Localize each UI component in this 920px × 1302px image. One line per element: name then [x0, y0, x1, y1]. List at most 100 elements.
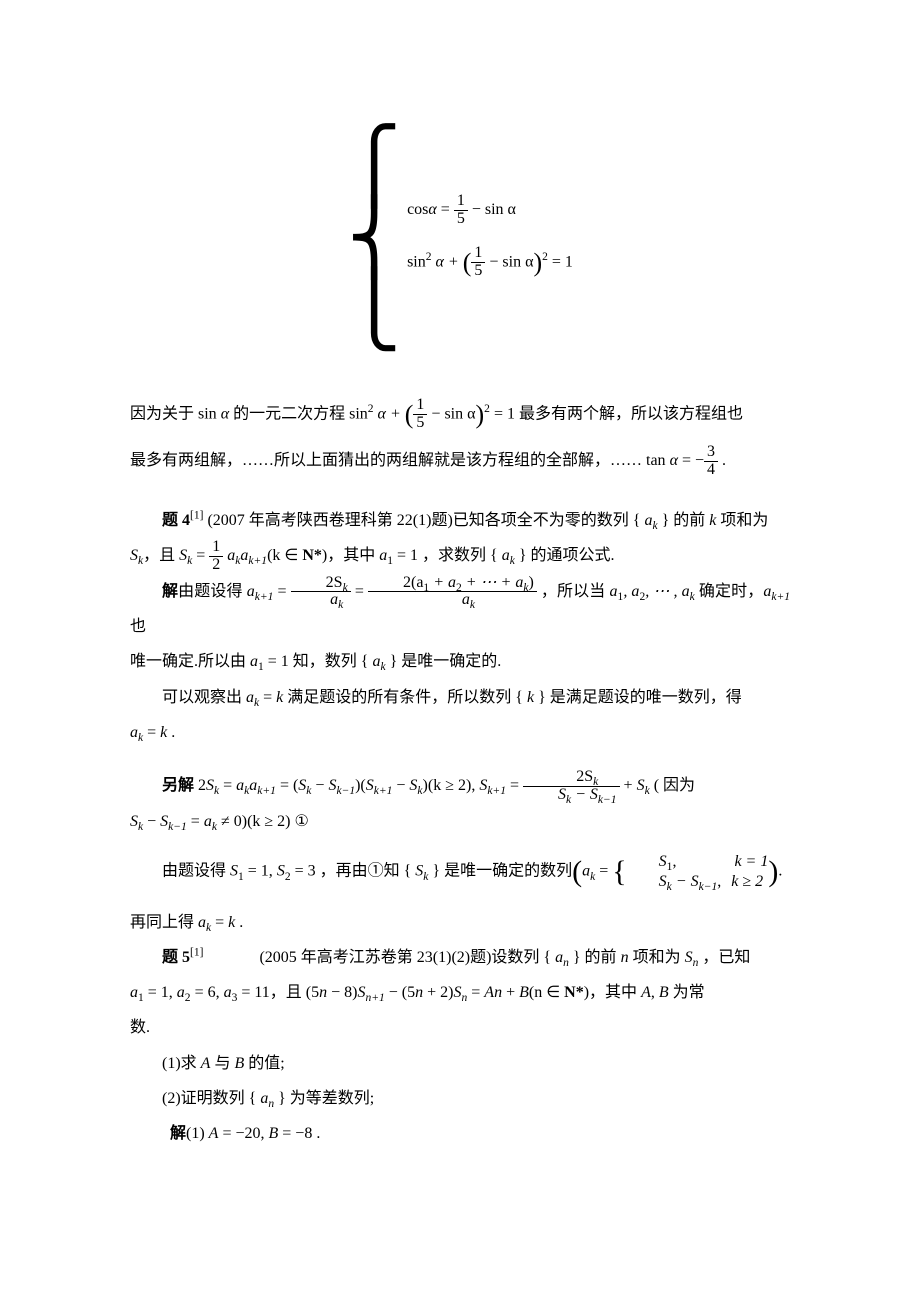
ak: a — [246, 689, 254, 706]
sk: S — [366, 777, 374, 794]
s2: S — [277, 862, 285, 879]
eq: = — [211, 914, 228, 931]
An: An — [484, 984, 502, 1001]
sub: k+1 — [374, 785, 393, 797]
text: 为常 — [669, 984, 705, 1001]
text: (n ∈ — [529, 984, 564, 1001]
sub: k−1 — [336, 785, 355, 797]
sub: k+1 — [255, 591, 274, 603]
solution-line2: 唯一确定.所以由 a1 = 1 知，数列 { ak } 是唯一确定的. — [130, 644, 790, 679]
alpha: α — [670, 452, 678, 469]
eq: = — [506, 777, 523, 794]
sk: S — [179, 547, 187, 564]
text: (1) — [186, 1125, 209, 1142]
B: B — [269, 1125, 279, 1142]
text: 与 — [210, 1055, 234, 1072]
alt-solution-line3: 由题设得 S1 = 1, S2 = 3 ，再由①知 { Sk } 是唯一确定的数… — [130, 839, 790, 905]
text: ，已知 — [698, 949, 750, 966]
an: a — [555, 949, 563, 966]
text: 数. — [130, 1019, 150, 1036]
text: (2005 年高考江苏卷第 23(1)(2)题)设数列 { — [203, 949, 555, 966]
sk1: S — [160, 813, 168, 830]
B: B — [519, 984, 529, 1001]
ak: a — [236, 777, 244, 794]
text: = 11，且 (5 — [237, 984, 319, 1001]
comma: , a — [623, 583, 639, 600]
A: A — [201, 1055, 211, 1072]
sub: k+1 — [487, 785, 506, 797]
text: ，所以当 — [537, 583, 610, 600]
text: − — [143, 813, 160, 830]
text: )(k ≥ 2), — [423, 777, 480, 794]
a2: a — [177, 984, 185, 1001]
text: )( — [355, 777, 366, 794]
dot: . — [778, 862, 782, 879]
text: = 6, — [191, 984, 224, 1001]
text: (2)证明数列 { — [162, 1090, 260, 1107]
frac: 15 — [413, 397, 427, 432]
text: } 的通项公式. — [515, 547, 615, 564]
text: − (5 — [385, 984, 415, 1001]
text: (k ∈ — [267, 547, 302, 564]
text: (2007 年高考陕西卷理科第 22(1)题)已知各项全不为零的数列 { — [203, 512, 644, 529]
problem-5-line2: a1 = 1, a2 = 6, a3 = 11，且 (5n − 8)Sn+1 −… — [130, 975, 790, 1010]
text: 最多有两组解，……所以上面猜出的两组解就是该方程组的全部解，…… tan — [130, 452, 670, 469]
text: 再同上得 — [130, 914, 198, 931]
text: 由题设得 — [162, 862, 230, 879]
frac: 2SkSk − Sk−1 — [523, 769, 620, 804]
text: = 1, — [244, 862, 277, 879]
text: } 是唯一确定的数列 — [428, 862, 572, 879]
plus: + — [502, 984, 519, 1001]
alt-solution-line2: Sk − Sk−1 = ak ≠ 0)(k ≥ 2) ① — [130, 804, 790, 839]
observation-line: 可以观察出 ak = k 满足题设的所有条件，所以数列 { k } 是满足题设的… — [130, 680, 790, 715]
text: 也 — [130, 618, 146, 635]
eq: = ( — [276, 777, 298, 794]
n: n — [621, 949, 629, 966]
text: = 1 ，求数列 { — [393, 547, 502, 564]
k: k — [527, 689, 534, 706]
sk: S — [130, 547, 138, 564]
text: = 1 知，数列 { — [264, 653, 373, 670]
text: )，其中 — [322, 547, 379, 564]
text: = −20, — [218, 1125, 268, 1142]
text: } 是唯一确定的. — [386, 653, 502, 670]
text: 可以观察出 — [162, 689, 246, 706]
text: 唯一确定.所以由 — [130, 653, 250, 670]
problem-4-title: 题 4[1] (2007 年高考陕西卷理科第 22(1)题)已知各项全不为零的数… — [130, 503, 790, 538]
paragraph-1b: 最多有两组解，……所以上面猜出的两组解就是该方程组的全部解，…… tan α =… — [130, 443, 790, 479]
text: = 1 最多有两个解，所以该方程组也 — [490, 405, 743, 422]
ref: [1] — [190, 947, 203, 959]
A: A — [641, 984, 651, 1001]
lparen: ( — [405, 400, 414, 429]
sn: S — [685, 949, 693, 966]
text: = 3 ，再由①知 { — [291, 862, 416, 879]
ak: a — [204, 813, 212, 830]
text: 满足题设的所有条件，所以数列 { — [283, 689, 527, 706]
n: n — [319, 984, 327, 1001]
lparen: ( — [572, 855, 582, 888]
solution-label: 解 — [162, 583, 178, 600]
eq: = — [273, 583, 290, 600]
B: B — [234, 1055, 244, 1072]
alt-solution-line1: 另解 2Sk = akak+1 = (Sk − Sk−1)(Sk+1 − Sk)… — [130, 768, 790, 804]
problem-4-line2: Sk，且 Sk = 12 akak+1(k ∈ N*)，其中 a1 = 1 ，求… — [130, 538, 790, 574]
sub: k+1 — [248, 555, 267, 567]
a: a — [610, 583, 618, 600]
solution-line1: 解由题设得 ak+1 = 2Skak = 2(a1 + a2 + ⋯ + ak)… — [130, 574, 790, 645]
sk: S — [130, 813, 138, 830]
eq: = — [219, 777, 236, 794]
text: − sin α — [427, 405, 475, 422]
text: 的值; — [244, 1055, 284, 1072]
solution-label: 解 — [170, 1125, 186, 1142]
ref: [1] — [190, 509, 203, 521]
text: } 为等差数列; — [274, 1090, 374, 1107]
ak: a — [130, 724, 138, 741]
A: A — [209, 1125, 219, 1142]
ak: a — [198, 914, 206, 931]
text: 项和为 — [716, 512, 768, 529]
alt-result: 再同上得 ak = k . — [130, 905, 790, 940]
dot: . — [167, 724, 175, 741]
ak: a — [373, 653, 381, 670]
a1: a — [130, 984, 138, 1001]
ak: a — [502, 547, 510, 564]
